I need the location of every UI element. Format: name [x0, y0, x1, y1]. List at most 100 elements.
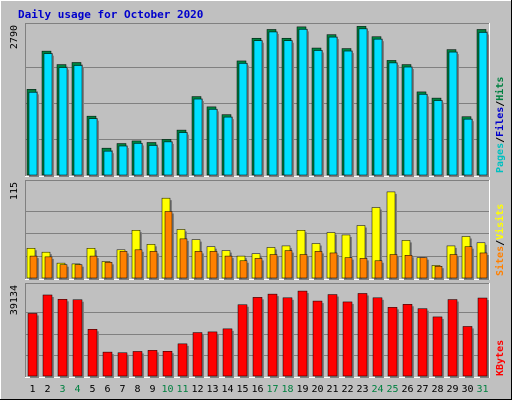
bar-files-day-17	[268, 31, 279, 177]
bar-kbytes-day-28	[432, 316, 444, 378]
bar-files-day-14	[223, 116, 234, 177]
legend-pages: Pages	[495, 143, 506, 173]
bar-files-day-1	[28, 92, 39, 177]
panel-hits-files-pages: 2790 Pages/Files/Hits	[9, 23, 506, 178]
bar-kbytes-day-9	[147, 350, 159, 378]
bar-files-day-21	[328, 36, 339, 178]
bar-sites-day-25	[389, 254, 399, 280]
bar-sites-day-16	[254, 258, 264, 280]
bar-kbytes-day-3	[57, 299, 69, 378]
bar-kbytes-day-13	[207, 331, 219, 378]
bar-files-day-13	[208, 109, 219, 177]
bar-kbytes-day-4	[72, 299, 84, 378]
bar-sites-day-24	[374, 260, 384, 280]
bar-sites-day-13	[209, 251, 219, 280]
bar-kbytes-day-26	[402, 304, 414, 378]
bar-kbytes-day-31	[477, 297, 489, 378]
bar-sites-day-30	[464, 246, 474, 280]
bar-sites-day-21	[329, 252, 339, 280]
bar-files-day-23	[358, 28, 369, 177]
bar-files-day-12	[193, 98, 204, 177]
bar-kbytes-day-23	[357, 293, 369, 378]
bar-sites-day-17	[269, 254, 279, 280]
bar-files-day-22	[343, 50, 354, 178]
y-max-label: 115	[9, 182, 20, 200]
chart-title: Daily usage for October 2020	[18, 8, 203, 21]
x-tick-label: 2	[44, 384, 50, 395]
bar-files-day-24	[373, 38, 384, 178]
legend-kbytes: KBytes	[495, 340, 506, 376]
bar-files-day-18	[283, 40, 294, 177]
bar-sites-day-26	[404, 255, 414, 280]
bar-files-day-20	[313, 50, 324, 177]
x-tick-label: 17	[266, 384, 278, 395]
x-tick-label: 19	[296, 384, 308, 395]
legend-files: Files	[494, 107, 506, 137]
x-tick-label: 14	[221, 384, 233, 395]
legend: KBytes	[495, 340, 506, 376]
x-tick-label: 26	[401, 384, 413, 395]
y-max-label: 39134	[9, 285, 20, 315]
bar-files-day-28	[433, 100, 444, 177]
bar-files-day-7	[118, 145, 129, 177]
panel-kbytes: 39134 KBytes	[9, 283, 506, 378]
legend-hits: Hits	[494, 77, 506, 101]
y-max-label: 2790	[9, 25, 20, 49]
bar-sites-day-6	[104, 262, 114, 280]
bar-kbytes-day-21	[327, 294, 339, 378]
bar-files-day-19	[298, 29, 309, 177]
bar-sites-day-22	[344, 257, 354, 280]
bar-kbytes-day-11	[177, 343, 189, 378]
bar-sites-day-14	[224, 255, 234, 280]
bar-sites-day-18	[284, 250, 294, 280]
x-tick-label: 29	[446, 384, 458, 395]
bar-kbytes-day-16	[252, 297, 264, 378]
bar-kbytes-day-5	[87, 329, 99, 378]
x-tick-label: 7	[119, 384, 125, 395]
bar-files-day-3	[58, 67, 69, 177]
bar-files-day-26	[403, 66, 414, 177]
bar-files-day-6	[103, 150, 114, 177]
bar-sites-day-29	[449, 254, 459, 280]
bar-sites-day-19	[299, 254, 309, 280]
bar-kbytes-day-30	[462, 326, 474, 378]
x-tick-label: 13	[206, 384, 218, 395]
x-tick-label: 30	[461, 384, 473, 395]
x-tick-label: 1	[29, 384, 35, 395]
bar-files-day-5	[88, 118, 99, 177]
bar-kbytes-day-15	[237, 304, 249, 378]
x-tick-label: 12	[191, 384, 203, 395]
bar-sites-day-31	[479, 252, 489, 280]
bar-kbytes-day-10	[162, 350, 174, 378]
bar-sites-day-7	[119, 251, 129, 280]
x-tick-label: 15	[236, 384, 248, 395]
bar-kbytes-day-22	[342, 301, 354, 378]
bar-sites-day-20	[314, 251, 324, 280]
bar-files-day-30	[463, 118, 474, 177]
bar-files-day-8	[133, 143, 144, 177]
bar-kbytes-day-8	[132, 351, 144, 378]
bar-files-day-27	[418, 94, 429, 177]
bar-kbytes-day-18	[282, 297, 294, 378]
bar-files-day-15	[238, 63, 249, 177]
bar-kbytes-day-14	[222, 328, 234, 378]
bar-kbytes-day-29	[447, 299, 459, 378]
bar-kbytes-day-24	[372, 297, 384, 378]
bar-kbytes-day-1	[27, 313, 39, 378]
bar-files-day-2	[43, 53, 54, 178]
legend-sites: Sites	[494, 246, 506, 276]
x-tick-label: 18	[281, 384, 293, 395]
bar-files-day-4	[73, 65, 84, 177]
bar-kbytes-day-25	[387, 307, 399, 378]
x-tick-labels: 1 2 3 4 5 6 7 8 9 10 11 12 13 14 15 16 17 18 19 20 21 22 23 24 2…	[29, 384, 488, 395]
x-tick-label: 9	[149, 384, 155, 395]
bar-files-day-25	[388, 62, 399, 177]
bar-sites-day-10	[164, 211, 174, 280]
panel-visits-sites: 115 Sites/Visits	[9, 180, 506, 280]
legend-visits: Visits	[494, 204, 506, 240]
bar-files-day-31	[478, 32, 489, 177]
bar-kbytes-day-20	[312, 300, 324, 378]
x-tick-label: 3	[59, 384, 65, 395]
bar-kbytes-day-12	[192, 332, 204, 378]
bar-sites-day-8	[134, 249, 144, 280]
